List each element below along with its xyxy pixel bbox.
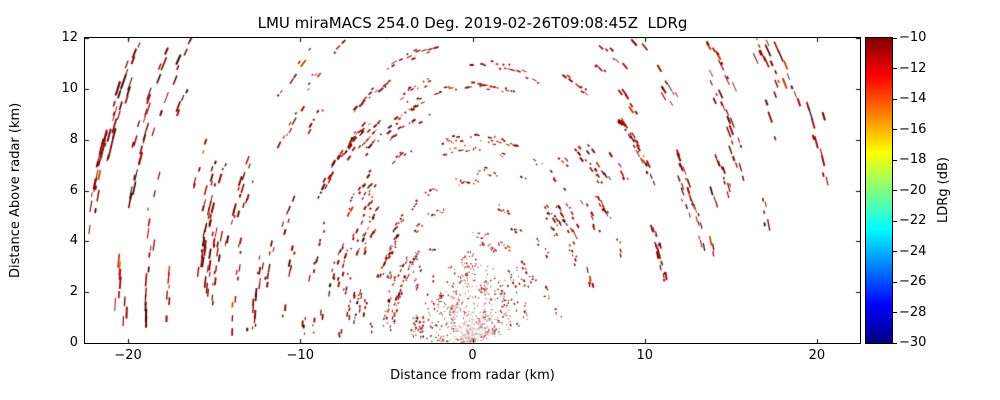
x-tick-label: −20 [114, 348, 142, 363]
colorbar-tick-label: −26 [899, 274, 927, 289]
colorbar-tick-mark [893, 159, 897, 161]
colorbar-tick-mark [893, 190, 897, 191]
y-tick-label: 10 [61, 80, 78, 96]
colorbar-tick-label: −20 [899, 182, 927, 198]
x-tick-label: 0 [468, 348, 477, 363]
colorbar-tick-mark [893, 37, 897, 39]
plot-area [84, 37, 861, 344]
colorbar-tick-mark [893, 98, 897, 100]
y-tick-label: 0 [69, 335, 78, 350]
colorbar-tick-mark [893, 281, 897, 283]
colorbar-tick-mark [893, 129, 897, 130]
speckle-canvas [85, 38, 860, 343]
x-tick-label: −10 [286, 348, 314, 363]
y-tick-label: 8 [69, 131, 78, 147]
colorbar-tick-label: −16 [899, 121, 927, 137]
colorbar-tick-label: −14 [899, 91, 927, 106]
y-axis-label: Distance Above radar (km) [8, 102, 23, 279]
y-tick-label: 2 [69, 284, 78, 300]
chart-title: LMU miraMACS 254.0 Deg. 2019-02-26T09:08… [257, 14, 688, 32]
x-axis-label: Distance from radar (km) [390, 368, 555, 383]
colorbar-tick-mark [893, 68, 897, 69]
colorbar-tick-label: −18 [899, 152, 927, 167]
x-tick-label: 20 [808, 348, 826, 363]
colorbar-tick-label: −22 [899, 213, 927, 228]
colorbar-tick-mark [893, 220, 897, 222]
colorbar-tick-label: −12 [899, 60, 927, 76]
colorbar-tick-mark [893, 251, 897, 252]
colorbar-tick-label: −30 [899, 335, 927, 350]
colorbar-tick-label: −24 [899, 243, 927, 259]
colorbar [865, 37, 893, 344]
x-tick-label: 10 [636, 348, 653, 363]
colorbar-tick-label: −28 [899, 304, 927, 320]
y-tick-label: 6 [69, 182, 78, 198]
colorbar-tick-mark [893, 312, 897, 313]
y-tick-label: 12 [61, 30, 78, 45]
colorbar-tick-mark [893, 342, 897, 344]
colorbar-tick-label: −10 [899, 30, 927, 45]
y-tick-label: 4 [69, 233, 78, 249]
